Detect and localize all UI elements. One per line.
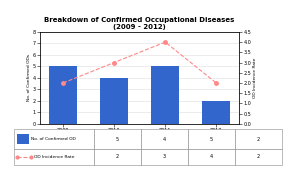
Bar <box>14 149 94 165</box>
Text: OD Incidence Rate: OD Incidence Rate <box>34 155 75 159</box>
Text: No. of Confirmed OD: No. of Confirmed OD <box>31 137 76 141</box>
Bar <box>94 129 141 149</box>
Bar <box>141 149 188 165</box>
Bar <box>100 78 128 124</box>
Text: 2: 2 <box>116 154 119 159</box>
Text: 5: 5 <box>210 136 213 142</box>
Bar <box>202 101 230 124</box>
Bar <box>141 129 188 149</box>
Bar <box>235 149 282 165</box>
Bar <box>188 149 235 165</box>
Text: 3: 3 <box>163 154 166 159</box>
Text: 2: 2 <box>257 154 260 159</box>
Bar <box>17 134 28 144</box>
Y-axis label: OD Incidence Rate: OD Incidence Rate <box>253 58 257 98</box>
Text: 5: 5 <box>116 136 119 142</box>
Bar <box>188 129 235 149</box>
Text: 4: 4 <box>210 154 213 159</box>
Bar <box>14 129 94 149</box>
Text: 4: 4 <box>163 136 166 142</box>
Y-axis label: No. of Confirmed ODs: No. of Confirmed ODs <box>27 54 31 101</box>
Bar <box>49 66 77 124</box>
Bar <box>94 149 141 165</box>
Text: 2: 2 <box>257 136 260 142</box>
Bar <box>151 66 179 124</box>
Bar <box>235 129 282 149</box>
Title: Breakdown of Confirmed Occupational Diseases
(2009 - 2012): Breakdown of Confirmed Occupational Dise… <box>44 17 235 30</box>
